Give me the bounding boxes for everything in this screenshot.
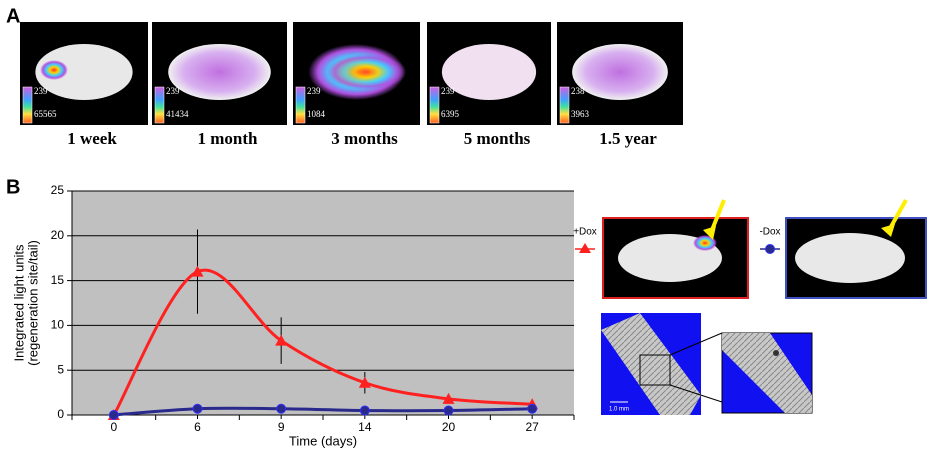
point: [360, 406, 369, 415]
scale-max: 65565: [34, 109, 57, 119]
y-tick-label: 25: [51, 183, 65, 197]
image-caption: 3 months: [331, 129, 398, 148]
signal: [40, 60, 68, 80]
x-tick-label: 9: [278, 420, 285, 434]
legend-marker: [766, 245, 775, 254]
point: [109, 411, 118, 420]
color-scale: [155, 87, 164, 123]
scale-min: 239: [307, 86, 321, 96]
point: [528, 404, 537, 413]
x-tick-label: 0: [110, 420, 117, 434]
point: [193, 404, 202, 413]
panel-label: A: [6, 5, 20, 27]
color-scale: [23, 87, 32, 123]
scale-max: 3963: [571, 109, 590, 119]
color-scale: [296, 87, 305, 123]
x-tick-label: 27: [525, 420, 539, 434]
scale-bar-label: 1.0 mm: [609, 407, 629, 413]
plot-area: [72, 191, 574, 415]
panel-a: 239 65565 1 week 239 41434 1 month 239 1084 3 mo…: [20, 22, 683, 148]
x-axis-title: Time (days): [289, 433, 357, 448]
image-caption: 5 months: [464, 129, 531, 148]
mouse-body: [442, 44, 536, 100]
scale-min: 239: [441, 86, 455, 96]
legend-label: -Dox: [759, 227, 780, 238]
y-tick-label: 5: [57, 362, 64, 376]
y-axis-title: Integrated light units: [11, 244, 26, 362]
figure: A B 239 65565 1 week 239 41434 1 month 239 1084…: [0, 0, 932, 452]
legend-label: +Dox: [573, 227, 597, 238]
color-scale: [430, 87, 439, 123]
point: [277, 404, 286, 413]
scale-min: 239: [34, 86, 48, 96]
x-tick-label: 6: [194, 420, 201, 434]
signal: [327, 54, 407, 90]
x-tick-label: 20: [442, 420, 456, 434]
color-scale: [560, 87, 569, 123]
scale-max: 41434: [166, 109, 189, 119]
panel-label: B: [6, 176, 20, 198]
mouse-body: [168, 44, 271, 100]
y-tick-label: 15: [51, 273, 65, 287]
scale-min: 238: [571, 86, 585, 96]
y-axis-title: (regeneration site/tail): [25, 240, 40, 366]
y-tick-label: 20: [51, 228, 65, 242]
mouse-body: [795, 233, 905, 283]
legend-marker: [579, 243, 591, 253]
y-tick-label: 10: [51, 318, 65, 332]
x-tick-label: 14: [358, 420, 372, 434]
scale-max: 6395: [441, 109, 460, 119]
image-caption: 1 week: [67, 129, 117, 148]
scale-max: 1084: [307, 109, 326, 119]
defect: [773, 350, 779, 356]
point: [444, 406, 453, 415]
image-caption: 1 month: [198, 129, 259, 148]
mouse-body: [572, 44, 668, 100]
scale-min: 239: [166, 86, 180, 96]
y-tick-label: 0: [57, 407, 64, 421]
image-caption: 1.5 year: [599, 129, 657, 148]
